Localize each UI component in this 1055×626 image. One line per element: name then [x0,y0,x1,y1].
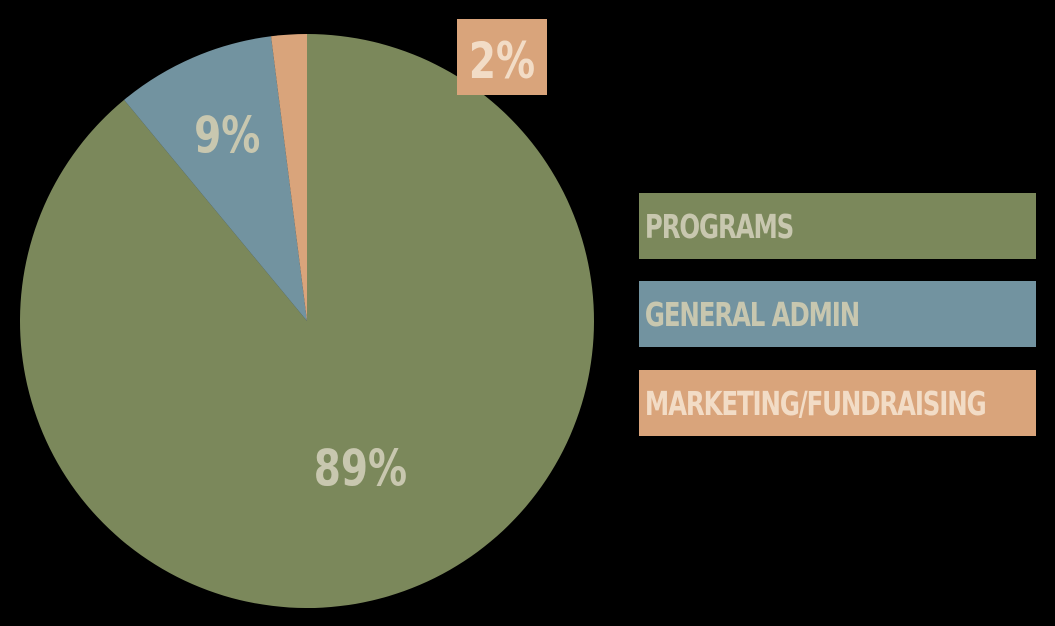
slice-value-label: 89% [314,439,407,498]
legend-item-general-admin: GENERAL ADMIN [639,281,1036,347]
legend-item-programs: PROGRAMS [639,193,1036,259]
callout-box [457,19,547,95]
slice-value-label: 9% [194,106,260,165]
pie-slice-marketing-fundraising [271,34,307,321]
pie-slice-general-admin [124,36,307,321]
legend-label: PROGRAMS [644,206,794,246]
slice-value-label: 2% [469,31,535,90]
pie-labels: 89% 9% 2% [194,19,547,498]
pie-slice-programs [19,34,594,609]
legend-item-marketing-fundraising: MARKETING/FUNDRAISING [639,370,1036,436]
legend-label: GENERAL ADMIN [644,294,860,334]
legend-label: MARKETING/FUNDRAISING [644,383,987,423]
pie-slices [19,34,594,609]
